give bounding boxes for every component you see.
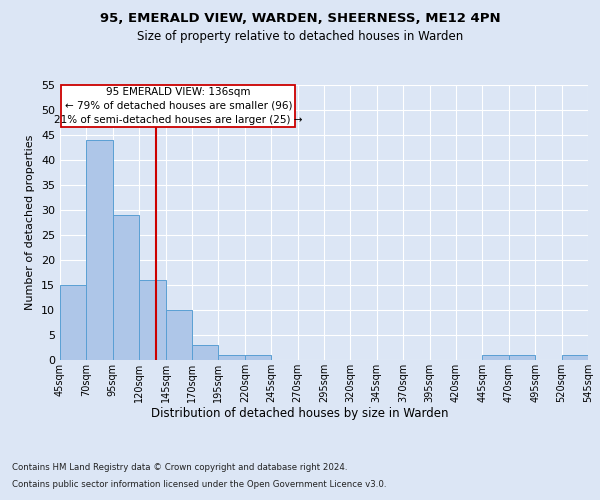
Text: Size of property relative to detached houses in Warden: Size of property relative to detached ho… (137, 30, 463, 43)
Text: 95 EMERALD VIEW: 136sqm: 95 EMERALD VIEW: 136sqm (106, 88, 251, 98)
Bar (482, 355, 509, 360)
Bar (192, 345, 218, 360)
Bar (562, 355, 588, 360)
Bar (245, 355, 271, 360)
Y-axis label: Number of detached properties: Number of detached properties (25, 135, 35, 310)
Bar (113, 215, 139, 360)
Bar (86, 140, 113, 360)
Bar (166, 310, 192, 360)
Bar (60, 285, 86, 360)
Text: 21% of semi-detached houses are larger (25) →: 21% of semi-detached houses are larger (… (54, 115, 302, 125)
Bar (139, 280, 166, 360)
Text: 95, EMERALD VIEW, WARDEN, SHEERNESS, ME12 4PN: 95, EMERALD VIEW, WARDEN, SHEERNESS, ME1… (100, 12, 500, 26)
Text: Contains public sector information licensed under the Open Government Licence v3: Contains public sector information licen… (12, 480, 386, 489)
Text: Distribution of detached houses by size in Warden: Distribution of detached houses by size … (151, 408, 449, 420)
Text: ← 79% of detached houses are smaller (96): ← 79% of detached houses are smaller (96… (65, 100, 292, 110)
FancyBboxPatch shape (61, 85, 295, 128)
Bar (509, 355, 535, 360)
Bar (218, 355, 245, 360)
Text: Contains HM Land Registry data © Crown copyright and database right 2024.: Contains HM Land Registry data © Crown c… (12, 462, 347, 471)
